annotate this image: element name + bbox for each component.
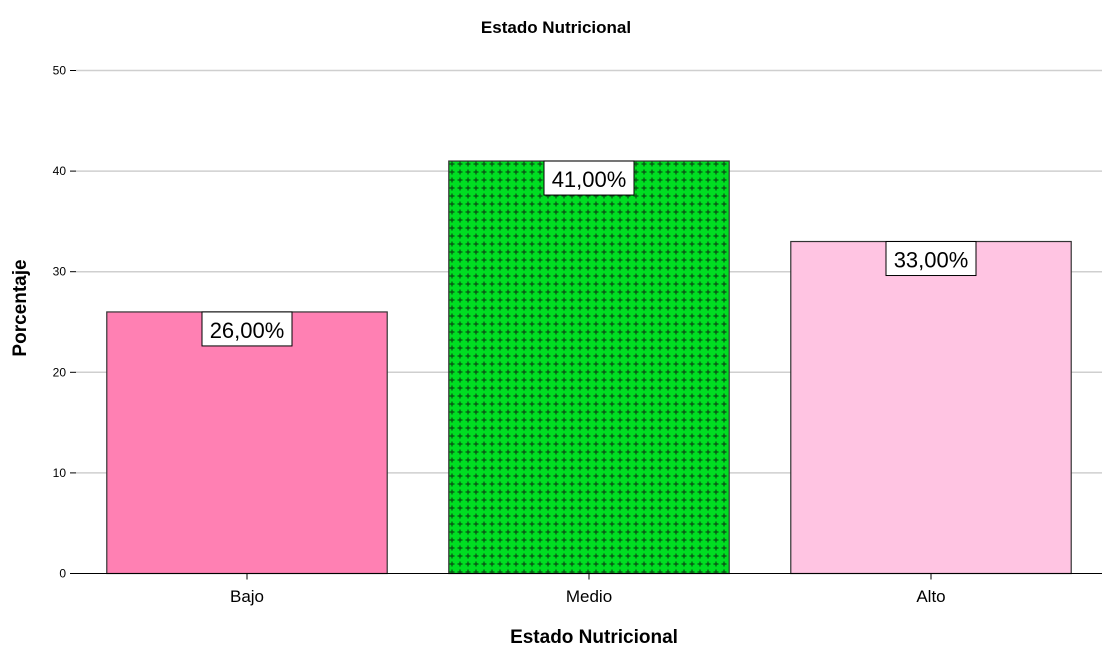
chart-title: Estado Nutricional (481, 18, 631, 37)
bar-bajo (106, 311, 388, 575)
x-tick-label-bajo: Bajo (230, 587, 264, 606)
data-label-medio: 41,00% (552, 167, 627, 192)
y-tick-label-40: 40 (53, 164, 67, 178)
x-axis-ticks: Bajo Medio Alto (230, 573, 946, 606)
data-labels: 26,00% 41,00% 33,00% (201, 160, 977, 347)
y-tick-label-20: 20 (53, 365, 67, 379)
bar-alto (790, 240, 1072, 575)
y-tick-label-10: 10 (53, 466, 67, 480)
bar-medio (448, 160, 730, 575)
data-label-box-medio (543, 160, 635, 196)
data-label-bajo: 26,00% (210, 318, 285, 343)
data-label-box-bajo (201, 311, 293, 347)
y-tick-label-30: 30 (53, 265, 67, 279)
y-axis-ticks: 0 10 20 30 40 50 (53, 64, 76, 581)
y-axis-title: Porcentaje (10, 259, 31, 356)
data-label-box-alto (885, 241, 977, 277)
x-tick-label-alto: Alto (916, 587, 945, 606)
data-label-alto: 33,00% (894, 248, 969, 273)
x-axis-title: Estado Nutricional (510, 627, 678, 646)
y-tick-label-50: 50 (53, 64, 67, 78)
x-tick-label-medio: Medio (566, 587, 612, 606)
y-tick-label-0: 0 (59, 567, 66, 581)
bars (106, 160, 1072, 575)
